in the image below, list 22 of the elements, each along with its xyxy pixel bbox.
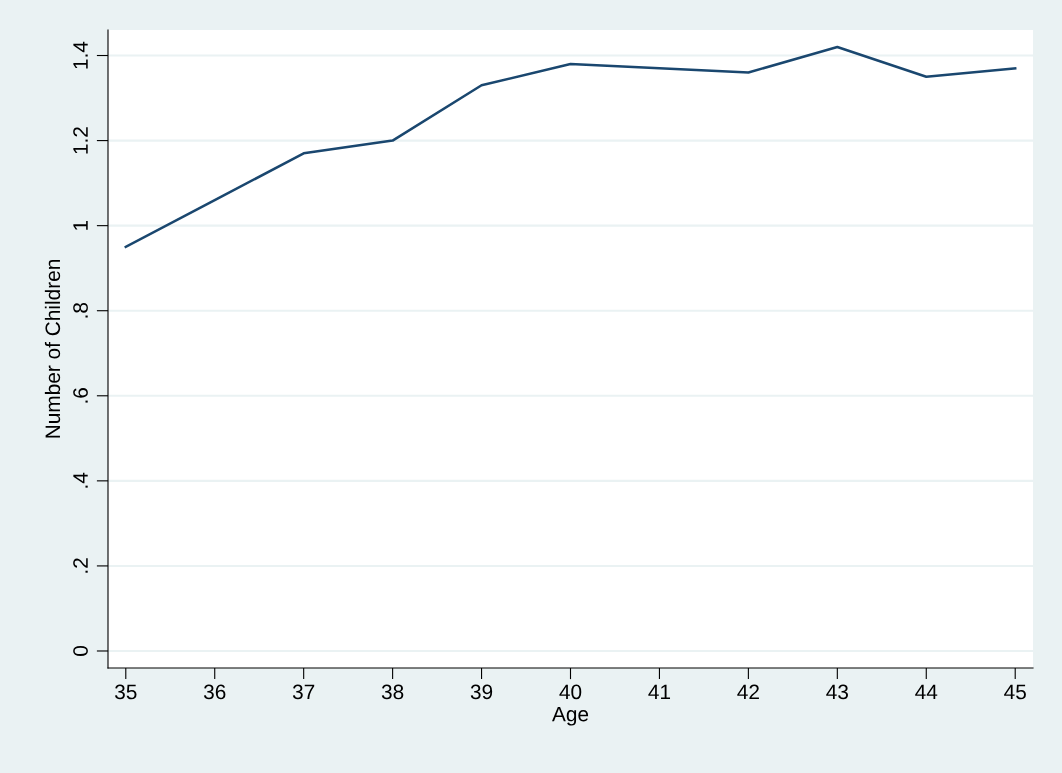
y-tick-label: .8	[73, 302, 88, 318]
y-axis-title: Number of Children	[44, 260, 61, 438]
y-tick-label: .2	[73, 558, 88, 573]
y-tick-label: 1.2	[73, 127, 88, 154]
y-tick-label: 1.4	[73, 41, 88, 69]
x-tick-label: 40	[559, 684, 582, 700]
y-tick-label: 0	[73, 646, 88, 656]
x-tick-label: 39	[470, 684, 493, 700]
x-axis-title: Age	[552, 706, 589, 726]
x-tick-label: 41	[648, 684, 671, 700]
x-tick-label: 38	[381, 684, 404, 700]
x-tick-label: 37	[292, 684, 315, 700]
x-tick-label: 44	[915, 684, 938, 700]
y-tick-label: .6	[73, 388, 88, 403]
x-tick-label: 43	[826, 684, 848, 700]
x-tick-label: 36	[203, 684, 226, 700]
x-tick-label: 45	[1004, 684, 1026, 700]
y-tick-label: .4	[73, 472, 88, 488]
x-tick-label: 42	[737, 684, 759, 700]
x-tick-label: 35	[115, 684, 137, 700]
line-series	[124, 45, 1017, 249]
y-tick-label: 1	[73, 220, 88, 230]
